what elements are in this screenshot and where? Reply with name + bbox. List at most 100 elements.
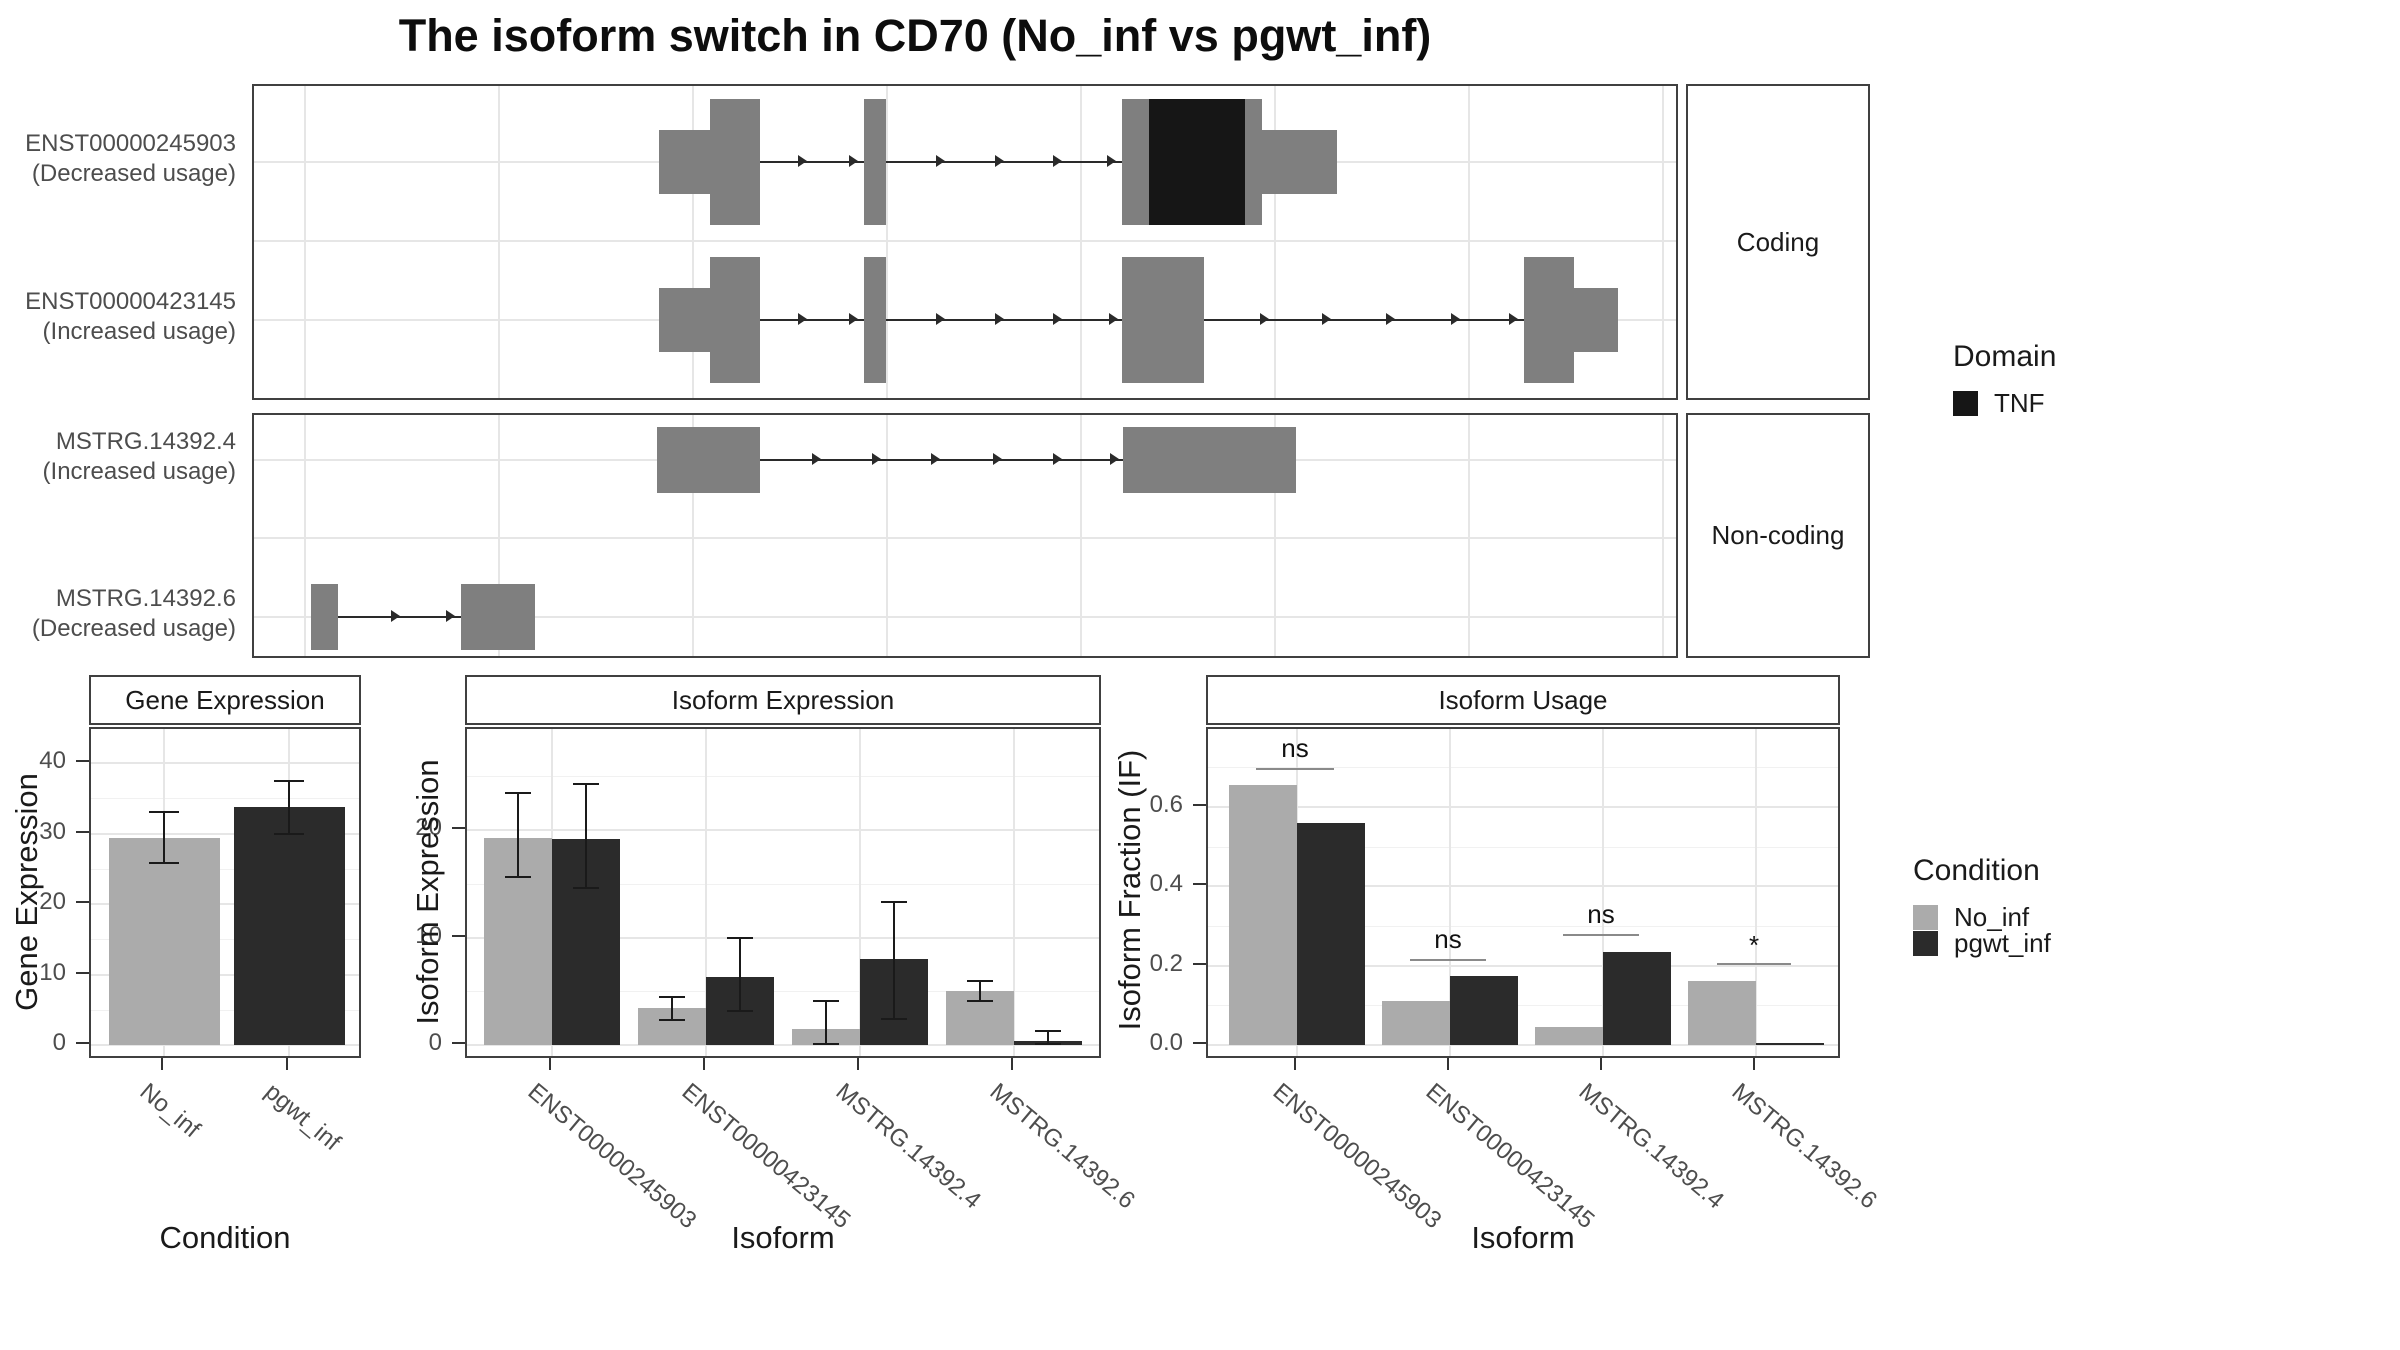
y-tick-label: 10 <box>39 958 66 986</box>
y-tick-label: 10 <box>415 921 442 949</box>
gridline-h-minor <box>91 939 359 941</box>
x-tick-label: ENST00000423145 <box>1420 1078 1600 1235</box>
x-tick <box>1011 1058 1013 1070</box>
gridline-h-major <box>91 762 359 764</box>
error-bar-cap <box>1035 1030 1061 1033</box>
significance-line <box>1256 768 1334 770</box>
exon-block <box>864 257 886 383</box>
y-tick <box>76 901 89 903</box>
x-tick-label: MSTRG.14392.6 <box>984 1078 1140 1215</box>
y-tick <box>452 934 465 937</box>
domain-legend-title: Domain <box>1953 340 2057 373</box>
strip-isoform-expression: Isoform Expression <box>465 675 1101 725</box>
gridline-h-minor <box>467 776 1099 778</box>
intron-arrow-icon <box>1107 155 1116 167</box>
exon-block <box>461 584 535 650</box>
y-tick <box>76 1042 89 1044</box>
y-tick-label: 0 <box>52 1029 66 1056</box>
tnf-domain-label: TNF <box>1994 387 2045 418</box>
x-tick <box>857 1058 859 1070</box>
gridline-h-major <box>91 1044 359 1046</box>
transcript-label: MSTRG.14392.6 (Decreased usage) <box>0 584 236 644</box>
gridline-h-major <box>1208 964 1838 967</box>
intron-arrow-icon <box>798 155 807 167</box>
gridline-v <box>1755 729 1757 1056</box>
domain-legend-item: TNF <box>1953 387 2056 418</box>
error-bar <box>1047 1031 1049 1044</box>
error-bar-cap <box>727 936 753 939</box>
significance-label: ns <box>1281 733 1309 763</box>
gridline-h-major <box>91 832 359 835</box>
exon-block <box>659 288 710 352</box>
strip-noncoding: Non-coding <box>1686 413 1870 658</box>
gridline-h-major <box>1208 805 1838 808</box>
exon-block <box>657 427 760 493</box>
exon-block <box>1574 288 1618 352</box>
error-bar-cap <box>505 792 531 795</box>
error-bar-cap <box>149 811 179 814</box>
transcript-label-line: (Decreased usage) <box>31 615 236 642</box>
strip-label-isoform-usage: Isoform Usage <box>1438 684 1608 715</box>
gridline-v <box>692 415 694 656</box>
gridline-h-major <box>467 1044 1099 1046</box>
gridline-v <box>886 415 888 656</box>
intron-arrow-icon <box>1053 313 1062 325</box>
x-tick <box>549 1058 551 1070</box>
bar-isoform-usage-MSTRG.14392.6-No_inf <box>1688 981 1756 1045</box>
x-tick-label: ENST00000423145 <box>676 1078 856 1235</box>
x-tick <box>1753 1058 1755 1070</box>
x-tick-label: ENST00000245903 <box>522 1078 702 1235</box>
gridline-h-minor <box>467 991 1099 993</box>
intron-arrow-icon <box>1053 155 1062 167</box>
y-axis-title-isoform-expression: Isoform Expression <box>410 759 445 1025</box>
intron-arrow-icon <box>1110 453 1119 465</box>
transcript-label-line: (Decreased usage) <box>31 160 236 187</box>
gridline-h-minor <box>1208 846 1838 848</box>
error-bar <box>517 793 519 878</box>
gridline-h <box>254 240 1676 242</box>
domain-legend: Domain TNF <box>1953 340 2057 418</box>
y-tick <box>76 830 89 833</box>
bar-isoform-usage-MSTRG.14392.6-pgwt_inf <box>1756 1042 1824 1045</box>
gridline-h-major <box>91 973 359 976</box>
transcript-label: ENST00000423145 (Increased usage) <box>0 287 236 347</box>
transcript-label-line: ENST00000245903 <box>25 130 236 157</box>
x-tick-label: pgwt_inf <box>259 1078 346 1157</box>
exon-block <box>1524 257 1574 383</box>
x-tick-label: No_inf <box>134 1078 206 1144</box>
y-tick-label: 0.4 <box>1149 870 1183 898</box>
intron-arrow-icon <box>849 313 858 325</box>
gridline-h-minor <box>467 883 1099 885</box>
intron-arrow-icon <box>1260 313 1269 325</box>
no-inf-swatch <box>1913 904 1938 930</box>
y-tick-label: 0 <box>428 1029 442 1056</box>
coding-panel <box>252 84 1678 400</box>
error-bar-cap <box>967 979 993 982</box>
strip-gene-expression: Gene Expression <box>89 675 361 725</box>
intron-arrow-icon <box>993 453 1002 465</box>
x-tick <box>1294 1058 1296 1070</box>
x-tick-label: MSTRG.14392.4 <box>1573 1078 1729 1215</box>
x-axis-title-isoform-usage: Isoform <box>1471 1220 1575 1255</box>
y-tick <box>76 760 89 762</box>
condition-legend-item-no-inf: No_inf <box>1913 902 2051 932</box>
pgwt-inf-swatch <box>1913 930 1938 956</box>
exon-block <box>710 257 760 383</box>
error-bar <box>739 937 741 1011</box>
exon-block <box>710 99 760 225</box>
y-tick-label: 0.6 <box>1149 790 1183 818</box>
y-tick-label: 30 <box>39 817 66 845</box>
x-tick-label: MSTRG.14392.4 <box>830 1078 986 1215</box>
error-bar-cap <box>727 1009 753 1012</box>
exon-block <box>1122 257 1204 383</box>
intron-arrow-icon <box>936 155 945 167</box>
error-bar-cap <box>813 999 839 1002</box>
gridline-h-major <box>91 903 359 905</box>
intron-arrow-icon <box>391 610 400 622</box>
gridline-h-minor <box>1208 767 1838 769</box>
pgwt-inf-label: pgwt_inf <box>1954 927 2051 958</box>
transcript-label: ENST00000245903 (Decreased usage) <box>0 129 236 189</box>
intron-arrow-icon <box>812 453 821 465</box>
transcript-label-line: (Increased usage) <box>42 318 236 345</box>
error-bar-cap <box>274 780 304 783</box>
